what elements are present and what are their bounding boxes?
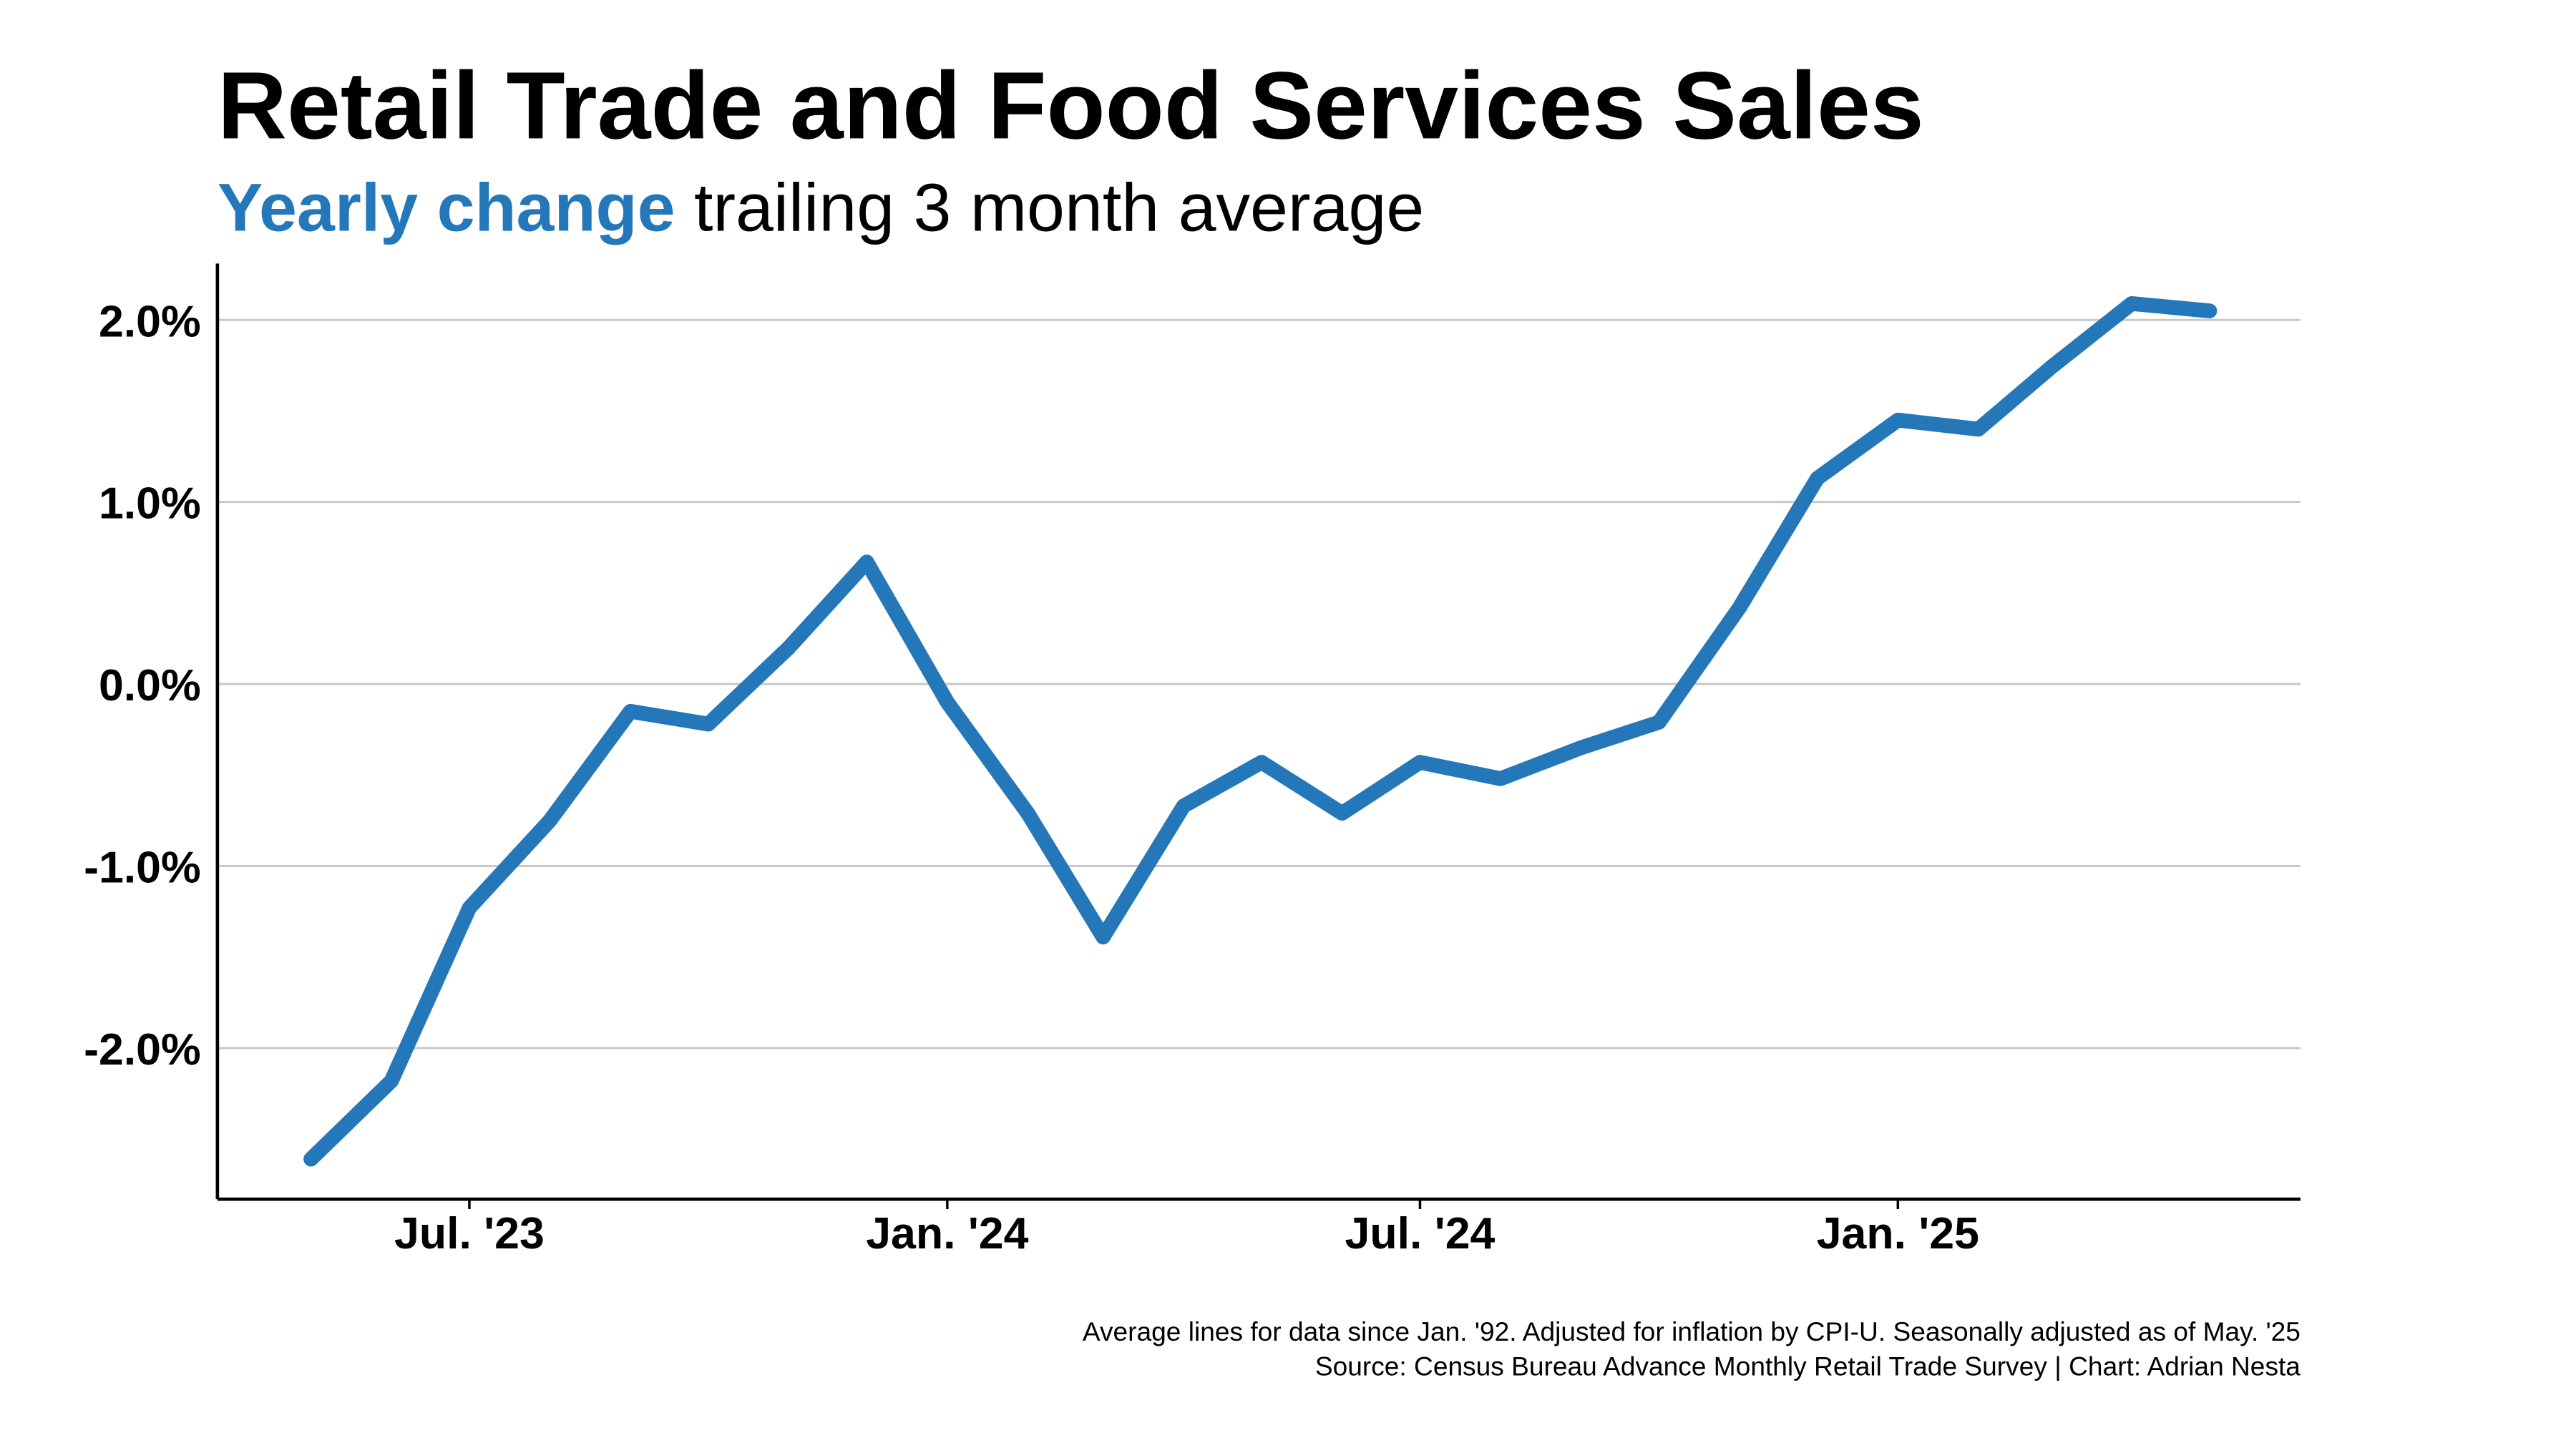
line (303, 295, 2218, 1167)
x-tick-label: Jan. '24 (866, 1209, 1029, 1258)
x-tick-label: Jan. '25 (1817, 1209, 1979, 1258)
note: Source: Census Bureau Advance Monthly Re… (1315, 1352, 2301, 1381)
y-tick-label: 0.0% (99, 661, 201, 710)
chart-title: Retail Trade and Food Services Sales (218, 53, 1924, 159)
y-tick-label: -1.0% (84, 843, 201, 893)
y-tick-label: 1.0% (99, 479, 201, 529)
note: Average lines for data since Jan. '92. A… (1083, 1317, 2301, 1346)
y-tick-label: 2.0% (99, 297, 201, 346)
subtitle: trailing 3 month average (694, 170, 1424, 246)
x-tick-label: Jul. '23 (394, 1209, 545, 1258)
subtitle-highlight: Yearly change (218, 170, 675, 246)
x-tick-label: Jul. '24 (1345, 1209, 1496, 1258)
y-tick-label: -2.0% (84, 1025, 201, 1075)
chart-subtitle: Yearly change trailing 3 month average (218, 170, 1424, 246)
